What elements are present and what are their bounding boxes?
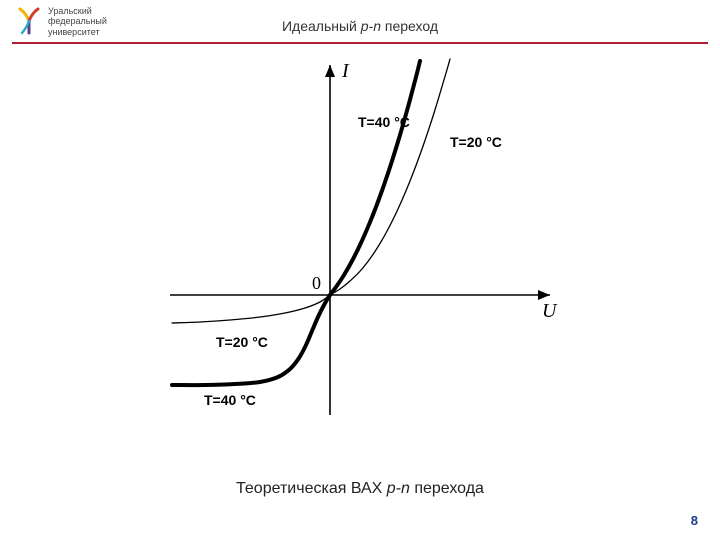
caption-prefix: Теоретическая ВАХ	[236, 480, 387, 497]
svg-text:0: 0	[312, 273, 321, 293]
pn-iv-chart: 0 I U T=40 °С T=40 °С T=20 °С T=20 °С	[150, 55, 570, 435]
title-suffix: переход	[381, 18, 438, 34]
svg-text:I: I	[341, 60, 350, 82]
page-number: 8	[691, 513, 698, 528]
svg-text:U: U	[542, 300, 558, 322]
caption-pn: p-n	[387, 480, 410, 497]
slide-title: Идеальный p-n переход	[0, 18, 720, 34]
logo-line1: Уральский	[48, 6, 107, 16]
title-prefix: Идеальный	[282, 18, 361, 34]
svg-text:T=20 °С: T=20 °С	[216, 334, 268, 350]
chart-container: 0 I U T=40 °С T=40 °С T=20 °С T=20 °С	[0, 55, 720, 470]
caption-suffix: перехода	[410, 480, 484, 497]
chart-caption: Теоретическая ВАХ p-n перехода	[0, 480, 720, 498]
header-rule	[12, 42, 708, 44]
title-pn: p-n	[361, 18, 381, 34]
svg-text:T=40 °С: T=40 °С	[204, 392, 256, 408]
slide-header: Уральский федеральный университет Идеаль…	[0, 0, 720, 53]
svg-text:T=20 °С: T=20 °С	[450, 134, 502, 150]
svg-text:T=40 °С: T=40 °С	[358, 114, 410, 130]
